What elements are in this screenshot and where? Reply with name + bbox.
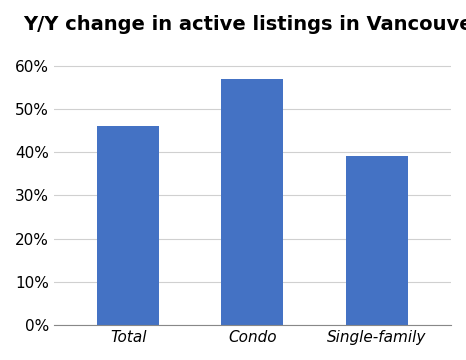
Bar [345, 156, 408, 325]
Bar [97, 126, 159, 325]
Title: Y/Y change in active listings in Vancouver: Y/Y change in active listings in Vancouv… [23, 15, 466, 34]
Bar [221, 78, 283, 325]
